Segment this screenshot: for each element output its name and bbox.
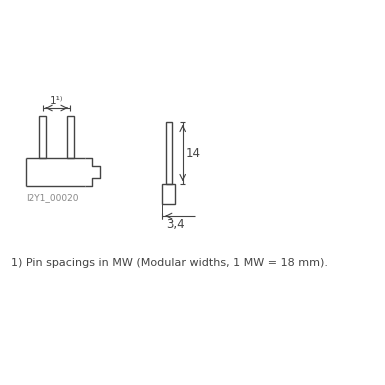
Text: 14: 14 (186, 147, 201, 159)
Bar (39, 116, 46, 158)
Bar (166, 122, 172, 184)
Bar (162, 184, 175, 204)
Text: 1) Pin spacings in MW (Modular widths, 1 MW = 18 mm).: 1) Pin spacings in MW (Modular widths, 1… (11, 258, 328, 268)
Bar (67, 116, 74, 158)
Text: 1¹⁾: 1¹⁾ (50, 96, 63, 106)
Text: I2Y1_00020: I2Y1_00020 (26, 193, 79, 202)
Text: 3,4: 3,4 (166, 218, 185, 231)
